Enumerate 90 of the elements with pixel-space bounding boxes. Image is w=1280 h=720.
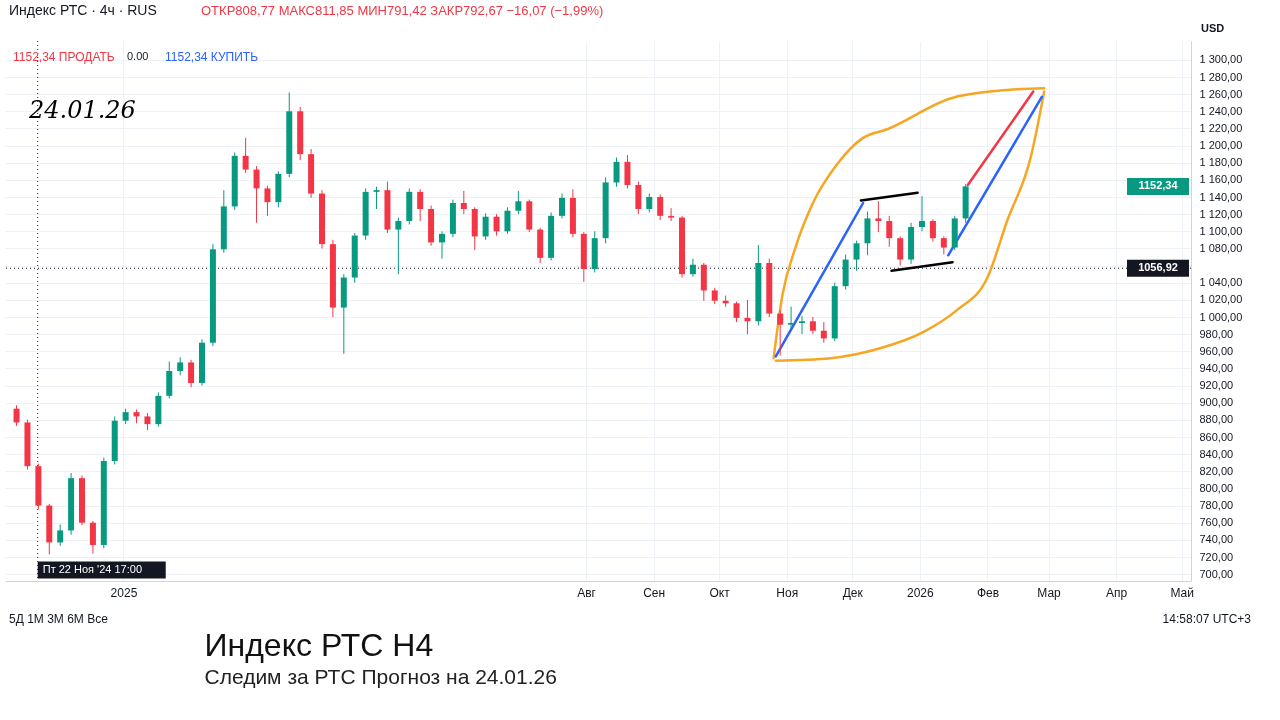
candlestick bbox=[253, 165, 260, 224]
candlestick bbox=[493, 213, 500, 237]
text: Индекс РТС · 4ч · RUS bbox=[9, 2, 157, 18]
y-tick-label: 1 240,00 bbox=[1199, 104, 1243, 117]
y-tick-label: 1 100,00 bbox=[1199, 224, 1243, 237]
candlestick bbox=[417, 188, 424, 222]
x-tick-label: Апр bbox=[1106, 585, 1128, 600]
x-tick-label: Май bbox=[1170, 585, 1194, 600]
y-tick-label: 1 140,00 bbox=[1199, 190, 1243, 203]
y-tick-label: 780,00 bbox=[1199, 499, 1234, 512]
y-tick-label: 1 000,00 bbox=[1199, 310, 1243, 323]
candlestick bbox=[820, 321, 827, 344]
x-tick-label: Окт bbox=[709, 585, 731, 600]
x-tick-label: Дек bbox=[842, 585, 864, 600]
annotation: 1152,34 ПРОДАТЬ bbox=[13, 50, 115, 64]
y-tick-label: 1 280,00 bbox=[1199, 70, 1243, 83]
y-tick-label: 880,00 bbox=[1199, 413, 1234, 426]
y-tick-label: 1 180,00 bbox=[1199, 156, 1243, 169]
candlestick bbox=[439, 230, 445, 260]
candlestick bbox=[875, 200, 882, 233]
text: ОТКР808,77 МАКС811,85 МИН791,42 ЗАКР792,67 −16,07 (−1,99%) bbox=[201, 3, 604, 18]
candlestick bbox=[788, 306, 795, 329]
y-tick-label: 1 080,00 bbox=[1199, 241, 1243, 254]
y-tick-label: 800,00 bbox=[1199, 481, 1234, 494]
candlestick bbox=[929, 218, 936, 243]
y-tick-label: 900,00 bbox=[1199, 396, 1234, 409]
y-tick-label: 760,00 bbox=[1199, 516, 1234, 529]
y-tick-label: 940,00 bbox=[1199, 361, 1234, 374]
x-tick-label: Мар bbox=[1037, 585, 1062, 600]
candlestick bbox=[897, 235, 904, 267]
text: 5Д 1М 3М 6М Все bbox=[9, 612, 109, 626]
annotation: 1152,34 КУПИТЬ bbox=[165, 50, 259, 64]
y-tick-label: 700,00 bbox=[1199, 567, 1234, 580]
candlestick bbox=[373, 186, 380, 210]
candlestick bbox=[668, 207, 675, 222]
y-tick-label: 740,00 bbox=[1199, 533, 1234, 546]
text: Следим за РТС Прогноз на 24.01.26 bbox=[204, 665, 557, 688]
candlestick bbox=[242, 137, 249, 174]
candlestick bbox=[624, 154, 631, 189]
y-tick-label: 1 040,00 bbox=[1199, 276, 1243, 289]
candlestick bbox=[57, 523, 64, 547]
y-tick-label: 1 220,00 bbox=[1199, 121, 1243, 134]
annotation: 24.01.26 bbox=[28, 96, 136, 124]
candlestick bbox=[919, 195, 925, 232]
candlestick bbox=[799, 315, 805, 335]
ref-line-label: Пт 22 Ноя '24 17:00 bbox=[42, 563, 143, 575]
x-tick-label: Фев bbox=[976, 585, 1000, 600]
x-tick-label: Сен bbox=[643, 585, 666, 600]
candlestick bbox=[646, 193, 653, 213]
candlestick bbox=[635, 181, 642, 215]
y-tick-label: 1 120,00 bbox=[1199, 207, 1243, 220]
candlestick bbox=[657, 193, 664, 221]
y-tick-label: 980,00 bbox=[1199, 327, 1234, 340]
candlestick bbox=[689, 258, 696, 278]
y-tick-label: 1 160,00 bbox=[1199, 173, 1243, 186]
annotation: 1152,34 bbox=[1138, 179, 1179, 192]
candlestick bbox=[395, 217, 402, 275]
y-tick-label: 960,00 bbox=[1199, 344, 1234, 357]
candlestick bbox=[188, 359, 195, 388]
y-tick-label: 1 260,00 bbox=[1199, 87, 1243, 100]
y-tick-label: 920,00 bbox=[1199, 379, 1234, 392]
candlestick bbox=[482, 212, 489, 241]
x-tick-label: Ноя bbox=[776, 585, 799, 600]
candlestick bbox=[89, 520, 96, 555]
x-tick-label: 2025 bbox=[110, 585, 138, 600]
candlestick bbox=[559, 193, 565, 219]
candlestick bbox=[515, 190, 522, 215]
ref-line-label: 1056,92 bbox=[1138, 261, 1178, 274]
text: USD bbox=[1201, 22, 1225, 34]
candlestick bbox=[853, 240, 860, 272]
y-tick-label: 860,00 bbox=[1199, 430, 1234, 443]
candlestick bbox=[613, 157, 620, 188]
y-tick-label: 820,00 bbox=[1199, 464, 1234, 477]
text: Индекс РТС H4 bbox=[204, 627, 434, 663]
candlestick bbox=[13, 404, 20, 427]
candlestick bbox=[733, 301, 740, 323]
candlestick bbox=[777, 309, 784, 357]
candlestick bbox=[504, 206, 511, 235]
y-tick-label: 1 020,00 bbox=[1199, 293, 1243, 306]
annotation: 0.00 bbox=[127, 50, 149, 62]
y-tick-label: 840,00 bbox=[1199, 447, 1234, 460]
candlestick bbox=[460, 190, 467, 215]
x-tick-label: 2026 bbox=[906, 585, 934, 600]
text: 14:58:07 UTC+3 bbox=[1162, 612, 1252, 626]
y-tick-label: 720,00 bbox=[1199, 550, 1234, 563]
candlestick bbox=[886, 215, 893, 248]
x-tick-label: Авг bbox=[577, 585, 597, 600]
candlestick bbox=[264, 185, 271, 217]
y-tick-label: 1 300,00 bbox=[1199, 53, 1243, 66]
y-tick-label: 1 200,00 bbox=[1199, 139, 1243, 152]
